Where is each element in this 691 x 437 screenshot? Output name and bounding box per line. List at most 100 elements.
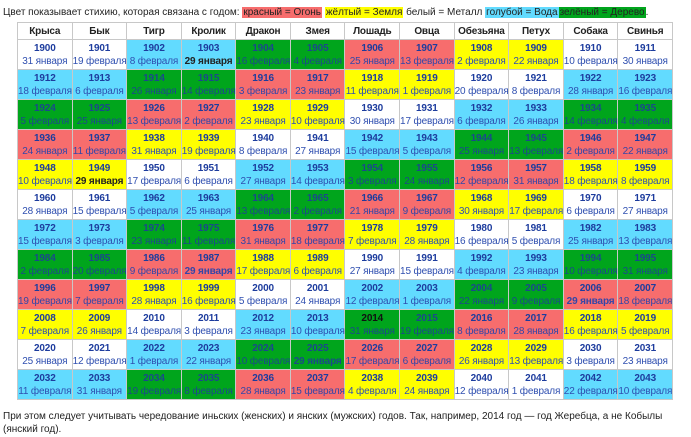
year-cell: 1954 3 февраля	[344, 159, 401, 190]
year-number: 2004	[470, 282, 493, 294]
new-year-date: 27 января	[349, 265, 395, 277]
year-number: 1988	[252, 252, 274, 264]
new-year-date: 29 января	[75, 175, 124, 187]
new-year-date: 10 февраля	[563, 265, 618, 277]
year-number: 1904	[252, 42, 274, 54]
column-header: Свинья	[617, 22, 673, 40]
year-number: 1919	[416, 72, 438, 84]
year-cell: 1975 11 февраля	[180, 219, 237, 250]
column-header: Овца	[399, 22, 455, 40]
new-year-date: 2 февраля	[184, 115, 233, 127]
year-number: 1985	[88, 252, 111, 264]
new-year-date: 10 февраля	[18, 175, 72, 187]
year-cell: 2041 1 февраля	[508, 369, 564, 400]
year-cell: 1992 4 февраля	[453, 249, 510, 280]
year-number: 2028	[470, 342, 493, 354]
year-number: 1967	[416, 192, 438, 204]
year-number: 1934	[579, 102, 602, 114]
year-cell: 2003 1 февраля	[399, 279, 455, 310]
year-cell: 2021 12 февраля	[71, 339, 128, 370]
year-number: 2002	[361, 282, 384, 294]
new-year-date: 28 января	[568, 85, 614, 97]
table-row: 1960 28 января 1961 15 февраля 1962 5 февраля…	[17, 189, 673, 220]
year-number: 2007	[634, 282, 656, 294]
year-number: 1980	[470, 222, 493, 234]
year-cell: 1916 3 февраля	[235, 69, 291, 100]
year-number: 1975	[197, 222, 220, 234]
year-number: 2026	[361, 342, 384, 354]
year-cell: 1928 23 января	[235, 99, 291, 130]
year-cell: 2002 12 февраля	[344, 279, 401, 310]
new-year-date: 19 февраля	[72, 55, 127, 67]
year-cell: 1995 31 января	[617, 249, 673, 280]
year-number: 1953	[306, 162, 329, 174]
new-year-date: 4 февраля	[620, 115, 670, 127]
year-number: 2038	[361, 372, 384, 384]
new-year-date: 8 февраля	[129, 55, 179, 67]
year-number: 1950	[143, 162, 165, 174]
year-cell: 1922 28 января	[562, 69, 619, 100]
year-cell: 2031 23 января	[617, 339, 673, 370]
year-number: 1943	[416, 132, 438, 144]
year-cell: 1981 5 февраля	[508, 219, 564, 250]
year-number: 2036	[252, 372, 274, 384]
year-cell: 2034 19 февраля	[126, 369, 182, 400]
legend-end: .	[645, 7, 649, 18]
year-number: 2041	[525, 372, 547, 384]
new-year-date: 13 февраля	[618, 235, 673, 247]
year-number: 1990	[361, 252, 384, 264]
new-year-date: 25 января	[458, 145, 504, 157]
new-year-date: 15 февраля	[18, 235, 72, 247]
year-number: 2024	[252, 342, 274, 354]
year-number: 1910	[579, 42, 602, 54]
new-year-date: 13 февраля	[127, 115, 182, 127]
year-number: 1960	[33, 192, 56, 204]
year-number: 1983	[634, 222, 656, 234]
year-cell: 2001 24 января	[289, 279, 346, 310]
header-row: Крыса Бык Тигр Кролик Дракон Змея Лошадь Овца Об…	[17, 22, 673, 40]
new-year-date: 14 февраля	[181, 85, 236, 97]
year-cell: 1964 13 февраля	[235, 189, 291, 220]
year-cell: 1976 31 января	[235, 219, 291, 250]
new-year-date: 3 февраля	[348, 175, 397, 187]
year-cell: 1961 15 февраля	[71, 189, 128, 220]
year-number: 1995	[634, 252, 656, 264]
new-year-date: 3 февраля	[75, 235, 124, 247]
year-cell: 2017 28 января	[508, 309, 564, 340]
new-year-date: 23 января	[295, 85, 341, 97]
new-year-date: 8 февраля	[238, 145, 288, 157]
year-cell: 1925 25 января	[71, 99, 128, 130]
year-number: 1942	[361, 132, 384, 144]
new-year-date: 15 февраля	[290, 385, 345, 397]
year-number: 1902	[143, 42, 165, 54]
new-year-date: 23 января	[240, 115, 286, 127]
year-cell: 2032 11 февраля	[17, 369, 73, 400]
legend-metal: белый = Металл	[406, 7, 483, 18]
year-cell: 1938 31 января	[126, 129, 182, 160]
new-year-date: 29 января	[293, 355, 342, 367]
new-year-date: 2 февраля	[20, 265, 70, 277]
year-number: 1921	[525, 72, 547, 84]
year-number: 2006	[579, 282, 602, 294]
new-year-date: 15 февраля	[72, 205, 127, 217]
year-cell: 2006 29 января	[562, 279, 619, 310]
year-number: 1992	[470, 252, 493, 264]
new-year-date: 7 февраля	[348, 235, 397, 247]
year-cell: 1980 16 февраля	[453, 219, 510, 250]
new-year-date: 9 февраля	[129, 265, 179, 277]
year-cell: 1982 25 января	[562, 219, 619, 250]
year-cell: 1958 18 февраля	[562, 159, 619, 190]
year-number: 2016	[470, 312, 493, 324]
year-cell: 1974 23 января	[126, 219, 182, 250]
year-number: 1922	[579, 72, 602, 84]
year-number: 1930	[361, 102, 384, 114]
table-row: 1912 18 февраля 1913 6 февраля 1914 26 января…	[17, 69, 673, 100]
new-year-date: 7 февраля	[20, 325, 70, 337]
new-year-date: 17 февраля	[127, 175, 182, 187]
year-number: 2039	[416, 372, 438, 384]
year-cell: 1918 11 февраля	[344, 69, 401, 100]
new-year-date: 12 февраля	[345, 295, 400, 307]
year-number: 1927	[197, 102, 220, 114]
year-cell: 2008 7 февраля	[17, 309, 73, 340]
new-year-date: 28 января	[513, 325, 559, 337]
